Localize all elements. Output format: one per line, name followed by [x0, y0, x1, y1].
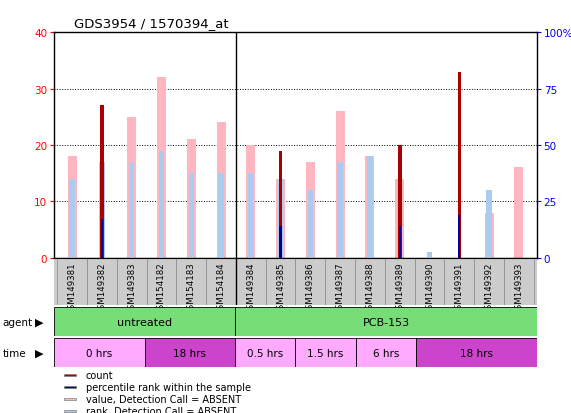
- Bar: [457, 72, 461, 258]
- Bar: [127, 117, 136, 258]
- Text: agent: agent: [3, 317, 33, 327]
- Bar: [236, 258, 266, 306]
- Bar: [504, 258, 534, 306]
- Bar: [397, 179, 403, 258]
- Bar: [159, 151, 164, 258]
- Bar: [67, 157, 77, 258]
- Bar: [157, 78, 166, 258]
- Text: GSM149389: GSM149389: [395, 262, 404, 314]
- Bar: [279, 227, 282, 258]
- Bar: [474, 258, 504, 306]
- Text: GSM149383: GSM149383: [127, 262, 136, 314]
- Text: GSM149385: GSM149385: [276, 262, 285, 314]
- Bar: [188, 174, 194, 258]
- Bar: [64, 387, 76, 389]
- Bar: [398, 146, 401, 258]
- Bar: [385, 258, 415, 306]
- Text: GSM149390: GSM149390: [425, 262, 434, 314]
- Text: GSM154183: GSM154183: [187, 262, 196, 315]
- Bar: [306, 162, 315, 258]
- Bar: [399, 227, 401, 258]
- Bar: [235, 338, 296, 368]
- Bar: [356, 338, 416, 368]
- Text: GSM149393: GSM149393: [514, 262, 524, 314]
- Text: GSM149382: GSM149382: [98, 262, 106, 314]
- Bar: [279, 151, 283, 258]
- Bar: [415, 258, 444, 306]
- Bar: [416, 338, 537, 368]
- Text: time: time: [3, 348, 26, 358]
- Text: GDS3954 / 1570394_at: GDS3954 / 1570394_at: [74, 17, 229, 29]
- Bar: [278, 179, 283, 258]
- Text: ▶: ▶: [35, 317, 44, 327]
- Bar: [514, 168, 524, 258]
- Text: 18 hrs: 18 hrs: [174, 348, 207, 358]
- Bar: [144, 338, 235, 368]
- Bar: [427, 252, 432, 258]
- Text: GSM154182: GSM154182: [157, 262, 166, 315]
- Text: 1.5 hrs: 1.5 hrs: [307, 348, 344, 358]
- Bar: [444, 258, 474, 306]
- Text: GSM149388: GSM149388: [365, 262, 375, 314]
- Bar: [308, 191, 313, 258]
- Text: GSM149381: GSM149381: [67, 262, 77, 314]
- Bar: [325, 258, 355, 306]
- Bar: [485, 213, 493, 258]
- Bar: [365, 157, 375, 258]
- Bar: [187, 140, 196, 258]
- Text: 18 hrs: 18 hrs: [460, 348, 493, 358]
- Bar: [206, 258, 236, 306]
- Text: untreated: untreated: [117, 317, 172, 327]
- Text: 0 hrs: 0 hrs: [86, 348, 112, 358]
- Text: value, Detection Call = ABSENT: value, Detection Call = ABSENT: [86, 394, 241, 404]
- Bar: [99, 162, 104, 258]
- Bar: [176, 258, 206, 306]
- Bar: [296, 338, 356, 368]
- Bar: [266, 258, 296, 306]
- Bar: [54, 307, 235, 337]
- Bar: [235, 307, 537, 337]
- Bar: [218, 174, 224, 258]
- Bar: [64, 375, 76, 376]
- Text: count: count: [86, 370, 113, 380]
- Bar: [100, 106, 104, 258]
- Text: 0.5 hrs: 0.5 hrs: [247, 348, 283, 358]
- Bar: [296, 258, 325, 306]
- Text: GSM154184: GSM154184: [216, 262, 226, 315]
- Bar: [100, 220, 103, 258]
- Bar: [57, 258, 87, 306]
- Bar: [355, 258, 385, 306]
- Text: GSM149384: GSM149384: [246, 262, 255, 314]
- Bar: [337, 162, 343, 258]
- Text: ▶: ▶: [35, 348, 44, 358]
- Bar: [70, 179, 75, 258]
- Bar: [129, 162, 134, 258]
- Bar: [87, 258, 117, 306]
- Bar: [395, 179, 404, 258]
- Bar: [367, 157, 373, 258]
- Text: percentile rank within the sample: percentile rank within the sample: [86, 382, 251, 392]
- Bar: [216, 123, 226, 258]
- Bar: [64, 399, 76, 401]
- Bar: [458, 215, 460, 258]
- Text: 6 hrs: 6 hrs: [373, 348, 399, 358]
- Text: GSM149386: GSM149386: [306, 262, 315, 314]
- Bar: [248, 174, 254, 258]
- Text: GSM149391: GSM149391: [455, 262, 464, 314]
- Bar: [276, 179, 285, 258]
- Bar: [64, 410, 76, 412]
- Text: rank, Detection Call = ABSENT: rank, Detection Call = ABSENT: [86, 406, 236, 413]
- Bar: [117, 258, 147, 306]
- Bar: [336, 112, 345, 258]
- Text: PCB-153: PCB-153: [363, 317, 409, 327]
- Bar: [486, 191, 492, 258]
- Text: GSM149392: GSM149392: [485, 262, 493, 314]
- Text: GSM149387: GSM149387: [336, 262, 345, 314]
- Bar: [54, 338, 144, 368]
- Bar: [147, 258, 176, 306]
- Bar: [246, 146, 255, 258]
